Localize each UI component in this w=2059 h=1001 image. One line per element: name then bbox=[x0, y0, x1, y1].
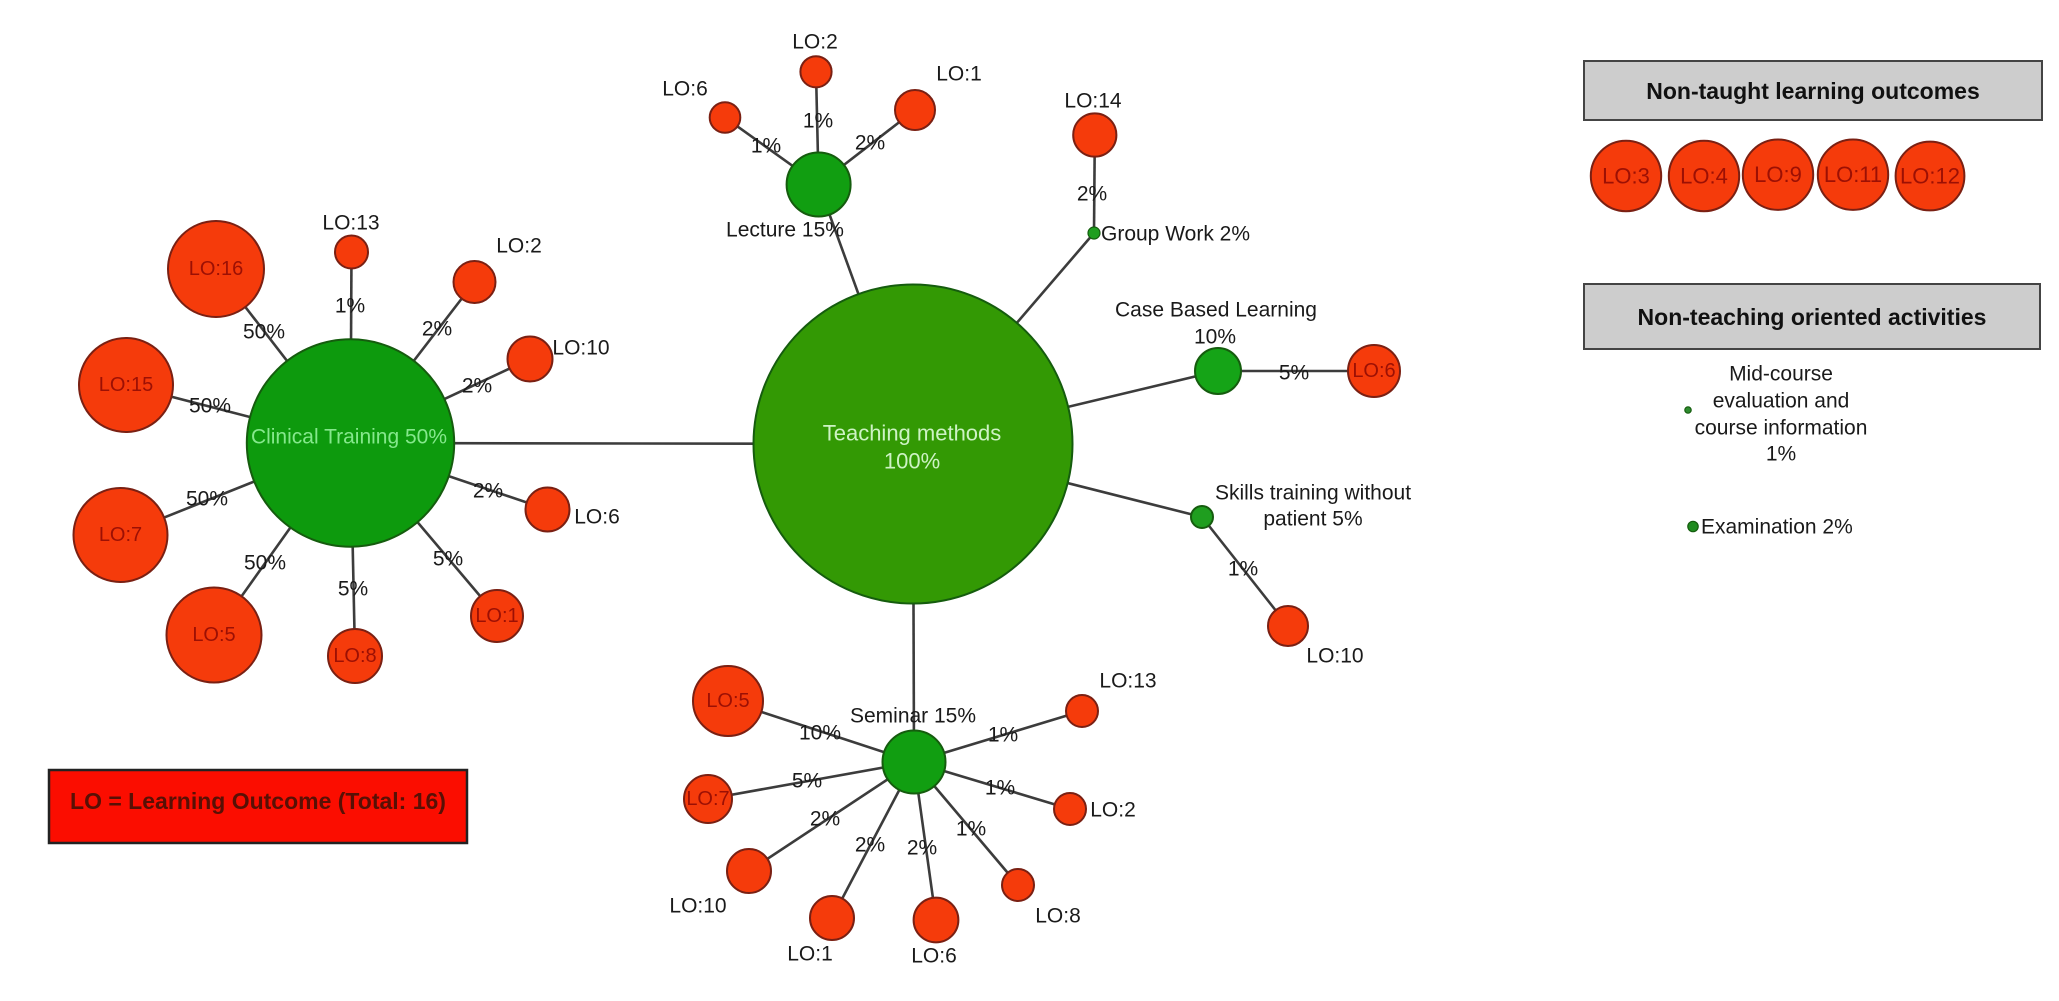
svg-text:LO:6: LO:6 bbox=[1352, 360, 1395, 382]
svg-text:Non-taught learning outcomes: Non-taught learning outcomes bbox=[1646, 78, 1980, 104]
svg-text:Case Based Learning: Case Based Learning bbox=[1115, 299, 1317, 322]
svg-text:2%: 2% bbox=[462, 375, 492, 398]
svg-text:100%: 100% bbox=[884, 449, 940, 474]
svg-text:1%: 1% bbox=[751, 135, 781, 158]
svg-text:LO:8: LO:8 bbox=[333, 645, 376, 667]
svg-text:LO:9: LO:9 bbox=[1754, 162, 1802, 187]
svg-text:LO:14: LO:14 bbox=[1064, 90, 1122, 113]
svg-text:LO:16: LO:16 bbox=[189, 258, 243, 280]
svg-text:patient 5%: patient 5% bbox=[1263, 508, 1362, 531]
svg-text:LO:12: LO:12 bbox=[1900, 164, 1960, 189]
svg-text:1%: 1% bbox=[803, 110, 833, 133]
svg-text:LO:6: LO:6 bbox=[911, 945, 957, 968]
svg-text:50%: 50% bbox=[189, 395, 231, 418]
svg-text:5%: 5% bbox=[792, 770, 822, 793]
svg-text:Clinical Training 50%: Clinical Training 50% bbox=[251, 426, 447, 449]
svg-text:LO:13: LO:13 bbox=[322, 212, 379, 235]
svg-text:1%: 1% bbox=[335, 295, 365, 318]
svg-text:Mid-course: Mid-course bbox=[1729, 363, 1833, 386]
svg-text:Skills training without: Skills training without bbox=[1215, 482, 1411, 505]
svg-text:10%: 10% bbox=[1194, 326, 1236, 349]
svg-text:2%: 2% bbox=[855, 834, 885, 857]
svg-text:1%: 1% bbox=[1766, 443, 1796, 466]
svg-text:course information: course information bbox=[1695, 417, 1868, 440]
svg-text:5%: 5% bbox=[1279, 362, 1309, 385]
svg-text:Non-teaching oriented activiti: Non-teaching oriented activities bbox=[1638, 304, 1987, 330]
svg-text:LO:1: LO:1 bbox=[936, 63, 982, 86]
svg-text:LO = Learning Outcome (Total:: LO = Learning Outcome (Total: 16) bbox=[70, 788, 446, 814]
svg-text:LO:7: LO:7 bbox=[686, 788, 729, 810]
svg-text:5%: 5% bbox=[338, 578, 368, 601]
svg-text:Group Work 2%: Group Work 2% bbox=[1101, 223, 1250, 246]
svg-text:LO:13: LO:13 bbox=[1099, 670, 1156, 693]
svg-text:2%: 2% bbox=[422, 318, 452, 341]
svg-text:LO:6: LO:6 bbox=[574, 506, 620, 529]
svg-text:50%: 50% bbox=[244, 552, 286, 575]
svg-text:LO:1: LO:1 bbox=[475, 605, 518, 627]
svg-text:10%: 10% bbox=[799, 722, 841, 745]
svg-text:LO:2: LO:2 bbox=[1090, 799, 1136, 822]
svg-text:LO:5: LO:5 bbox=[706, 690, 749, 712]
svg-text:LO:4: LO:4 bbox=[1680, 164, 1728, 189]
svg-text:1%: 1% bbox=[956, 818, 986, 841]
svg-text:LO:3: LO:3 bbox=[1602, 164, 1650, 189]
svg-text:Lecture 15%: Lecture 15% bbox=[726, 219, 844, 242]
svg-text:2%: 2% bbox=[473, 480, 503, 503]
svg-text:5%: 5% bbox=[433, 548, 463, 571]
svg-text:LO:8: LO:8 bbox=[1035, 905, 1081, 928]
svg-text:Examination 2%: Examination 2% bbox=[1701, 516, 1853, 539]
svg-text:1%: 1% bbox=[988, 724, 1018, 747]
svg-text:1%: 1% bbox=[1228, 558, 1258, 581]
svg-text:LO:2: LO:2 bbox=[496, 235, 542, 258]
svg-text:Teaching methods: Teaching methods bbox=[823, 421, 1002, 446]
svg-text:LO:2: LO:2 bbox=[792, 31, 838, 54]
svg-text:evaluation and: evaluation and bbox=[1713, 390, 1850, 413]
svg-text:LO:11: LO:11 bbox=[1824, 162, 1882, 187]
svg-text:2%: 2% bbox=[907, 837, 937, 860]
svg-text:LO:15: LO:15 bbox=[99, 374, 153, 396]
svg-text:LO:7: LO:7 bbox=[99, 524, 142, 546]
svg-text:LO:10: LO:10 bbox=[669, 895, 726, 918]
svg-text:LO:6: LO:6 bbox=[662, 78, 708, 101]
svg-text:2%: 2% bbox=[1077, 183, 1107, 206]
svg-text:50%: 50% bbox=[243, 321, 285, 344]
svg-text:LO:10: LO:10 bbox=[552, 337, 609, 360]
svg-text:LO:5: LO:5 bbox=[192, 624, 235, 646]
svg-text:50%: 50% bbox=[186, 488, 228, 511]
svg-text:2%: 2% bbox=[855, 132, 885, 155]
svg-text:LO:1: LO:1 bbox=[787, 943, 833, 966]
svg-text:LO:10: LO:10 bbox=[1306, 645, 1363, 668]
svg-text:1%: 1% bbox=[985, 777, 1015, 800]
svg-text:Seminar 15%: Seminar 15% bbox=[850, 705, 976, 728]
svg-text:2%: 2% bbox=[810, 808, 840, 831]
